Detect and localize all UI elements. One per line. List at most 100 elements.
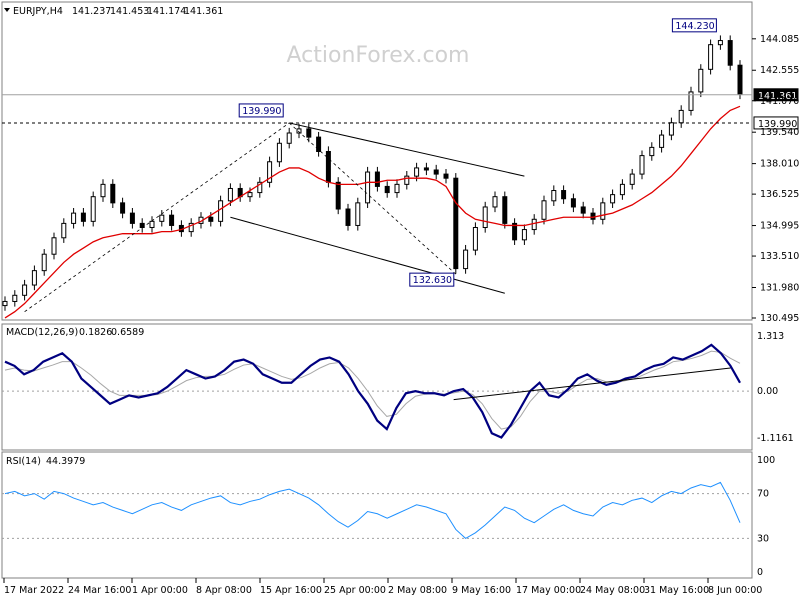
- price-y-tick-label: 144.085: [760, 34, 799, 45]
- price-y-tick-label: 139.540: [760, 127, 799, 138]
- candle-body: [688, 91, 694, 111]
- candle-body: [12, 294, 18, 302]
- candle-body: [531, 218, 537, 231]
- x-tick-label: 8 Apr 08:00: [196, 585, 252, 596]
- candle-body: [365, 171, 371, 204]
- chart-frames: [1, 1, 753, 579]
- price-y-tick-label: 136.525: [760, 189, 799, 200]
- candle-body: [561, 190, 567, 200]
- price-panel: [1, 1, 753, 321]
- price-plot: 141.361 139.990 139.990 132.630 144.230: [2, 18, 799, 319]
- candle-body: [492, 196, 498, 208]
- candle-body: [208, 216, 214, 222]
- candle-body: [482, 206, 488, 229]
- rsi-title: RSI(14): [6, 456, 41, 467]
- price-title: EURJPY,H4: [13, 6, 63, 17]
- macd-panel: [1, 323, 753, 451]
- candle-body: [727, 40, 733, 66]
- candle-body: [590, 212, 596, 220]
- price-level-label: 141.361: [758, 91, 797, 102]
- macd-y-tick-label: 0.00: [757, 386, 778, 397]
- candle-body: [149, 220, 155, 229]
- candle-body: [659, 134, 665, 148]
- rsi-value: 44.3979: [46, 456, 85, 467]
- candle-body: [22, 284, 28, 296]
- x-tick-label: 25 Apr 00:00: [324, 585, 386, 596]
- candle-body: [90, 196, 96, 222]
- macd-signal-value: 0.6589: [111, 327, 144, 338]
- candle-body: [512, 222, 518, 241]
- rsi-y-tick-label: 100: [757, 455, 775, 466]
- candle-body: [169, 214, 175, 226]
- macd-header: MACD(12,26,9) 0.1826 0.6589: [6, 327, 144, 338]
- candle-body: [306, 128, 312, 138]
- candle-body: [188, 222, 194, 233]
- price-y-tick-label: 141.070: [760, 96, 799, 107]
- x-tick-label: 15 Apr 16:00: [260, 585, 322, 596]
- candle-body: [698, 68, 704, 93]
- candle-body: [218, 200, 224, 222]
- candle-body: [31, 270, 37, 286]
- price-annotation: 144.230: [675, 21, 714, 32]
- price-y-tick-label: 134.995: [760, 221, 799, 232]
- macd-line: [4, 343, 741, 439]
- candle-body: [463, 249, 469, 270]
- price-annotation-box: [238, 103, 284, 118]
- candle-body: [227, 187, 233, 202]
- candle-body: [541, 200, 547, 220]
- candle-body: [257, 181, 263, 194]
- watermark: ActionForex.com: [287, 43, 470, 68]
- channel-lower-line: [230, 216, 505, 294]
- candle-body: [316, 136, 322, 152]
- moving-average-line: [4, 105, 741, 319]
- price-y-tick-label: 142.555: [760, 65, 799, 76]
- candle-body: [600, 202, 606, 220]
- price-y-tick-label: 138.010: [760, 159, 799, 170]
- price-annotation: 139.990: [242, 106, 281, 117]
- candle-body: [433, 169, 439, 175]
- candle-body: [708, 44, 714, 70]
- price-annotation-box: [409, 272, 455, 287]
- rsi-y-tick-label: 0: [757, 567, 763, 578]
- candle-body: [335, 181, 341, 210]
- candle-body: [404, 175, 410, 185]
- candle-body: [51, 237, 57, 255]
- candle-body: [71, 212, 77, 224]
- x-tick-label: 1 Apr 00:00: [132, 585, 188, 596]
- candle-body: [61, 222, 67, 239]
- swing-line: [288, 122, 457, 275]
- candle-body: [619, 183, 625, 196]
- candle-body: [159, 214, 165, 222]
- candle-body: [286, 132, 292, 144]
- price-annotation-box: [671, 18, 717, 33]
- rsi-panel: [1, 451, 753, 579]
- price-level-box: [753, 88, 799, 102]
- candle-body: [384, 185, 390, 194]
- x-tick-label: 17 Mar 2022: [4, 585, 64, 596]
- candle-body: [374, 171, 380, 187]
- candle-body: [325, 150, 331, 183]
- macd-y-tick-label: 1.313: [757, 331, 784, 342]
- ohlc-close: 141.361: [184, 6, 223, 17]
- candle-body: [355, 202, 361, 226]
- candle-body: [580, 206, 586, 214]
- ohlc-low: 141.174: [147, 6, 186, 17]
- x-tick-label: 2 May 08:00: [388, 585, 447, 596]
- macd-trendline: [453, 367, 731, 401]
- candle-body: [453, 177, 459, 270]
- price-y-tick-label: 131.980: [760, 282, 799, 293]
- candle-body: [610, 194, 616, 204]
- candle-body: [120, 202, 126, 214]
- candle-body: [41, 253, 47, 272]
- candle-body: [521, 229, 527, 241]
- candle-body: [639, 155, 645, 175]
- candle-body: [80, 212, 86, 222]
- x-tick-label: 24 Mar 16:00: [68, 585, 131, 596]
- candle-body: [502, 196, 508, 224]
- candle-body: [472, 227, 478, 251]
- candle-body: [717, 40, 723, 46]
- candle-body: [629, 173, 635, 185]
- rsi-y-tick-label: 30: [757, 533, 769, 544]
- swing-line: [24, 122, 290, 313]
